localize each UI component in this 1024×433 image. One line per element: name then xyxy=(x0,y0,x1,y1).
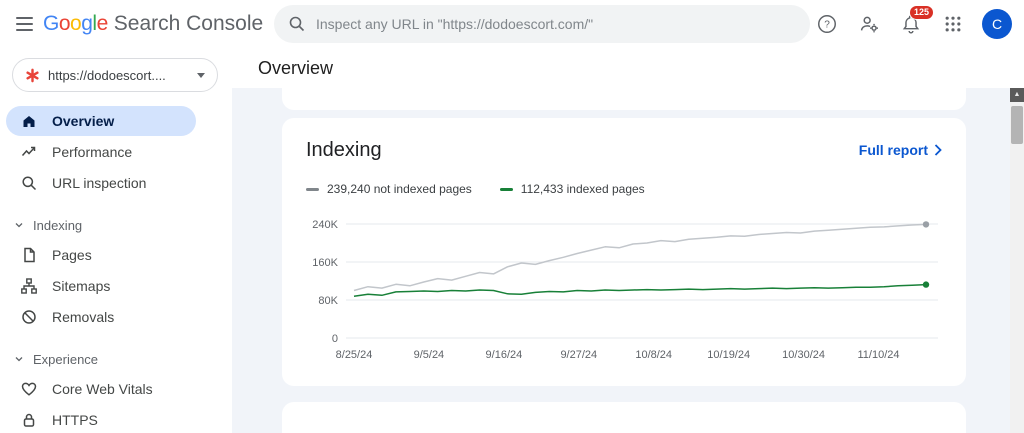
help-icon: ? xyxy=(818,15,836,33)
legend-label: 112,433 indexed pages xyxy=(520,182,645,196)
chevron-down-icon xyxy=(14,220,24,230)
content: Overview Indexing Full report xyxy=(232,48,1024,433)
sidebar-item-label: Sitemaps xyxy=(52,278,111,294)
user-settings-icon xyxy=(860,16,878,33)
indexing-chart-svg: 0 80K 160K 240K 8/25/24 9/5/24 9/16/24 9/27/24 1… xyxy=(312,219,938,361)
sidebar-item-label: Pages xyxy=(52,247,92,263)
chevron-right-icon xyxy=(934,144,942,156)
legend-item-indexed: 112,433 indexed pages xyxy=(499,182,645,196)
svg-text:9/27/24: 9/27/24 xyxy=(560,349,597,361)
sidebar-item-label: Removals xyxy=(52,309,115,325)
scrollbar-thumb[interactable] xyxy=(1011,106,1023,144)
svg-text:80K: 80K xyxy=(318,295,338,307)
svg-text:240K: 240K xyxy=(312,219,338,231)
chevron-down-icon xyxy=(14,354,24,364)
apps-grid-icon xyxy=(945,16,961,32)
sidebar-item-performance[interactable]: Performance xyxy=(6,137,196,167)
card-partial-bottom xyxy=(282,402,966,433)
sidebar-item-sitemaps[interactable]: Sitemaps xyxy=(6,271,196,301)
apps-grid-button[interactable] xyxy=(940,11,966,37)
scroll-up-button[interactable]: ▲ xyxy=(1010,88,1024,102)
scrollbar[interactable]: ▲ xyxy=(1010,88,1024,433)
indexing-card: Indexing Full report 239,240 not indexed… xyxy=(282,118,966,386)
svg-text:9/16/24: 9/16/24 xyxy=(486,349,523,361)
main-layout: https://dodoescort.... Overview Performa… xyxy=(0,48,1024,433)
pages-icon xyxy=(20,246,38,264)
sidebar: https://dodoescort.... Overview Performa… xyxy=(0,48,232,433)
hamburger-icon xyxy=(16,17,33,31)
sidebar-item-label: URL inspection xyxy=(52,175,147,191)
legend-item-not-indexed: 239,240 not indexed pages xyxy=(306,182,472,196)
scroll-region: Indexing Full report 239,240 not indexed… xyxy=(232,88,1024,433)
svg-text:10/19/24: 10/19/24 xyxy=(707,349,750,361)
sidebar-item-label: Performance xyxy=(52,144,133,160)
page-title: Overview xyxy=(258,57,334,78)
svg-text:0: 0 xyxy=(332,333,338,345)
section-label: Experience xyxy=(33,351,99,367)
svg-text:9/5/24: 9/5/24 xyxy=(414,349,445,361)
sitemaps-icon xyxy=(20,277,38,295)
sidebar-item-overview[interactable]: Overview xyxy=(6,106,196,136)
sidebar-nav: Overview Performance URL inspection Inde… xyxy=(0,106,232,433)
home-icon xyxy=(20,112,38,130)
app-title: Search Console xyxy=(113,12,264,35)
url-inspect-search[interactable] xyxy=(274,5,810,43)
removals-icon xyxy=(20,308,38,326)
top-bar-actions: ? 125 C xyxy=(814,5,1012,39)
notifications-button[interactable]: 125 xyxy=(898,5,934,37)
app-logo: Google Search Console xyxy=(43,12,263,36)
property-selector[interactable]: https://dodoescort.... xyxy=(12,58,218,92)
svg-text:?: ? xyxy=(824,20,830,31)
lock-icon xyxy=(20,411,38,429)
indexing-card-header: Indexing Full report xyxy=(306,138,942,162)
full-report-link[interactable]: Full report xyxy=(859,142,942,158)
indexing-chart: 0 80K 160K 240K 8/25/24 9/5/24 9/16/24 9/27/24 1… xyxy=(306,208,942,372)
sidebar-item-url-inspection[interactable]: URL inspection xyxy=(6,168,196,198)
top-bar-left: Google Search Console xyxy=(16,8,263,40)
help-button[interactable]: ? xyxy=(814,11,840,37)
svg-text:8/25/24: 8/25/24 xyxy=(336,349,373,361)
section-experience[interactable]: Experience xyxy=(0,348,232,370)
legend-label: 239,240 not indexed pages xyxy=(327,182,472,196)
sidebar-item-label: Core Web Vitals xyxy=(52,381,153,397)
top-bar: Google Search Console ? 125 xyxy=(0,0,1024,48)
search-input[interactable] xyxy=(316,16,796,32)
property-label: https://dodoescort.... xyxy=(48,67,166,83)
sidebar-item-removals[interactable]: Removals xyxy=(6,302,196,332)
sidebar-item-https[interactable]: HTTPS xyxy=(6,405,196,433)
legend-swatch-gray xyxy=(306,187,319,191)
svg-text:10/8/24: 10/8/24 xyxy=(635,349,672,361)
indexing-card-title: Indexing xyxy=(306,138,382,161)
section-indexing[interactable]: Indexing xyxy=(0,214,232,236)
user-settings-button[interactable] xyxy=(856,11,882,37)
svg-text:11/10/24: 11/10/24 xyxy=(857,349,899,361)
card-partial-top xyxy=(282,88,966,110)
sidebar-item-pages[interactable]: Pages xyxy=(6,240,196,270)
section-label: Indexing xyxy=(33,217,83,233)
heart-icon xyxy=(20,380,38,398)
content-header: Overview xyxy=(232,48,1024,88)
full-report-label: Full report xyxy=(858,142,928,158)
avatar[interactable]: C xyxy=(982,9,1012,39)
svg-text:10/30/24: 10/30/24 xyxy=(782,349,825,361)
sidebar-item-label: HTTPS xyxy=(52,412,98,428)
property-favicon xyxy=(26,68,39,82)
notification-badge: 125 xyxy=(908,5,934,20)
menu-button[interactable] xyxy=(16,8,33,40)
chevron-down-icon xyxy=(197,72,205,78)
chart-legend: 239,240 not indexed pages 112,433 indexe… xyxy=(306,182,942,196)
performance-icon xyxy=(20,143,38,161)
svg-text:160K: 160K xyxy=(312,257,338,269)
legend-swatch-green xyxy=(499,187,513,191)
sidebar-item-label: Overview xyxy=(52,113,115,129)
sidebar-item-core-web-vitals[interactable]: Core Web Vitals xyxy=(6,374,196,404)
google-logo-letters: Google xyxy=(43,12,108,35)
magnifier-icon xyxy=(20,174,38,192)
search-icon xyxy=(288,15,306,33)
